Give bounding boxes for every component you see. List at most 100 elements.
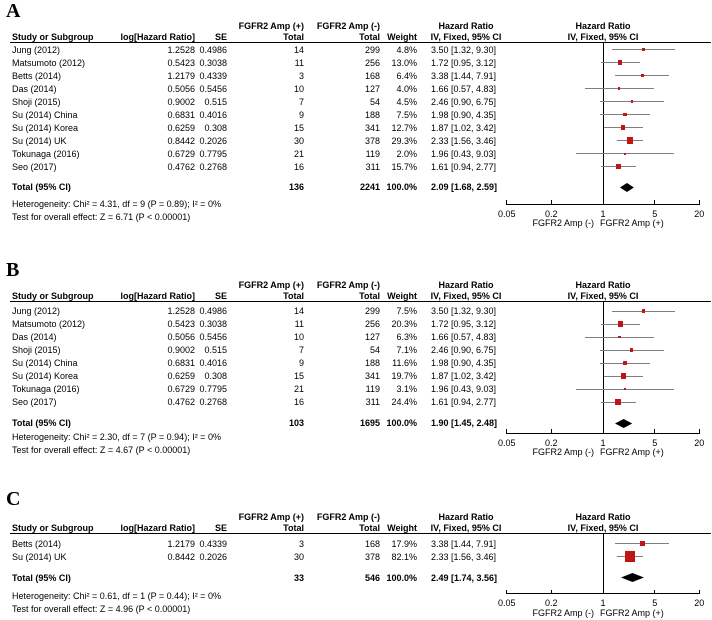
axis-tick-label: 1 — [600, 437, 606, 448]
study-weight: 82.1% — [391, 551, 417, 562]
null-effect-line — [602, 301, 604, 433]
study-total-pos: 21 — [293, 384, 304, 394]
total-neg-col-header: Total — [359, 32, 380, 42]
axis-label-left: FGFR2 Amp (-) — [532, 447, 594, 457]
axis-tick-label: 1 — [600, 208, 606, 219]
x-axis-tick — [602, 200, 604, 205]
header-underline — [10, 42, 711, 43]
summary-diamond — [620, 573, 644, 582]
study-total-neg: 341 — [364, 371, 380, 381]
study-total-pos: 9 — [298, 109, 304, 120]
axis-tick-label: 5 — [652, 437, 658, 448]
x-axis-tick — [550, 589, 552, 594]
study-se: 0.2026 — [199, 551, 227, 562]
study-hr-ci: 3.38 [1.44, 7.91] — [431, 538, 497, 549]
total-total-neg: 2241 — [359, 182, 380, 192]
group-pos-header: FGFR2 Amp (+) — [238, 512, 304, 522]
effect-square — [621, 125, 626, 130]
study-weight: 13.0% — [391, 57, 417, 68]
study-se: 0.2768 — [199, 397, 227, 407]
group-neg-header: FGFR2 Amp (-) — [316, 280, 380, 290]
axis-tick-label: 0.05 — [497, 208, 516, 219]
study-name: Das (2014) — [12, 83, 57, 94]
study-weight: 6.3% — [396, 332, 417, 342]
total-hr-ci: 2.49 [1.74, 3.56] — [431, 572, 498, 583]
total-hr-ci: 2.09 [1.68, 2.59] — [431, 182, 498, 192]
study-name: Seo (2017) — [12, 397, 57, 407]
study-name: Seo (2017) — [12, 161, 57, 172]
study-name: Shoji (2015) — [12, 345, 61, 355]
loghr-col-header: log[Hazard Ratio] — [120, 32, 195, 42]
study-weight: 4.0% — [396, 83, 417, 94]
x-axis-tick — [654, 200, 656, 205]
study-se: 0.2768 — [199, 161, 227, 172]
x-axis-tick — [654, 589, 656, 594]
group-pos-header: FGFR2 Amp (+) — [238, 280, 304, 290]
study-hr-ci: 1.87 [1.02, 3.42] — [431, 122, 497, 133]
axis-tick-label: 0.2 — [545, 598, 558, 608]
study-name: Jung (2012) — [12, 44, 61, 55]
study-name: Su (2014) Korea — [12, 122, 79, 133]
study-se: 0.4986 — [199, 306, 227, 316]
study-col-header: Study or Subgroup — [12, 291, 94, 301]
study-weight: 2.0% — [396, 148, 417, 159]
study-total-neg: 299 — [364, 306, 380, 316]
study-hr-ci: 1.72 [0.95, 3.12] — [431, 57, 497, 68]
x-axis-tick — [654, 429, 656, 434]
heterogeneity-text: Heterogeneity: Chi² = 4.31, df = 9 (P = … — [12, 198, 221, 209]
effect-square — [615, 399, 622, 405]
null-effect-line — [602, 533, 604, 594]
study-se: 0.2026 — [199, 135, 227, 146]
study-hr-ci: 1.96 [0.43, 9.03] — [431, 384, 497, 394]
study-total-pos: 7 — [298, 345, 304, 355]
x-axis-tick — [506, 429, 508, 434]
total-total-neg: 1695 — [359, 418, 380, 428]
effect-square — [639, 541, 645, 546]
study-loghr: 1.2179 — [167, 70, 195, 81]
study-name: Su (2014) Korea — [12, 371, 79, 381]
study-weight: 4.8% — [396, 44, 417, 55]
study-total-pos: 10 — [293, 83, 304, 94]
effect-square — [623, 112, 627, 117]
iv-fixed-plot-header: IV, Fixed, 95% CI — [567, 32, 639, 42]
study-loghr: 0.8442 — [167, 135, 195, 146]
overall-effect-text: Test for overall effect: Z = 4.96 (P < 0… — [12, 603, 191, 614]
study-total-pos: 14 — [293, 306, 304, 316]
axis-tick-label: 0.2 — [545, 437, 558, 448]
x-axis-tick — [550, 200, 552, 205]
panel-label-A: A — [6, 0, 21, 22]
study-se: 0.4016 — [199, 358, 227, 368]
study-total-pos: 16 — [293, 397, 304, 407]
total-total-pos: 103 — [288, 418, 304, 428]
study-name: Su (2014) UK — [12, 551, 67, 562]
study-loghr: 0.6259 — [167, 122, 195, 133]
study-loghr: 0.8442 — [167, 551, 195, 562]
study-col-header: Study or Subgroup — [12, 32, 94, 42]
study-loghr: 0.9002 — [167, 345, 195, 355]
loghr-col-header: log[Hazard Ratio] — [120, 523, 195, 533]
study-total-pos: 15 — [293, 371, 304, 381]
study-hr-ci: 1.61 [0.94, 2.77] — [431, 397, 497, 407]
study-loghr: 0.5423 — [167, 57, 195, 68]
study-name: Matsumoto (2012) — [12, 319, 86, 329]
study-se: 0.515 — [204, 96, 227, 107]
x-axis-tick — [602, 589, 604, 594]
axis-label-left: FGFR2 Amp (-) — [532, 218, 594, 228]
study-loghr: 1.2528 — [167, 44, 195, 55]
study-total-pos: 21 — [293, 148, 304, 159]
study-name: Su (2014) China — [12, 358, 78, 368]
iv-fixed-plot-header: IV, Fixed, 95% CI — [567, 523, 639, 533]
study-se: 0.515 — [204, 345, 227, 355]
study-loghr: 0.4762 — [167, 397, 195, 407]
study-se: 0.4986 — [199, 44, 227, 55]
study-hr-ci: 3.38 [1.44, 7.91] — [431, 70, 497, 81]
study-total-neg: 311 — [365, 397, 380, 407]
study-total-neg: 378 — [364, 135, 380, 146]
hazard-ratio-plot-header: Hazard Ratio — [575, 280, 631, 290]
study-loghr: 0.6259 — [167, 371, 195, 381]
summary-diamond — [619, 182, 634, 192]
study-total-neg: 168 — [364, 70, 380, 81]
study-hr-ci: 1.96 [0.43, 9.03] — [431, 148, 497, 159]
effect-square — [617, 321, 623, 327]
study-name: Su (2014) China — [12, 109, 78, 120]
